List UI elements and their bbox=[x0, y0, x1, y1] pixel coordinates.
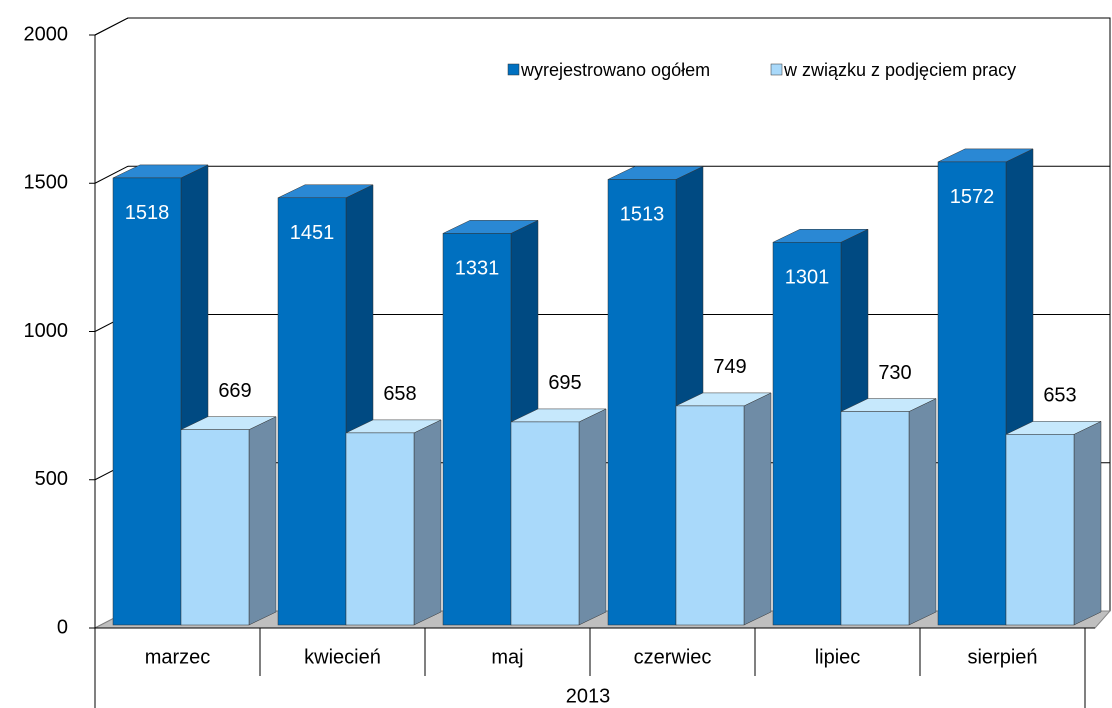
bar-side bbox=[743, 392, 772, 626]
legend-label: w związku z podjęciem pracy bbox=[783, 60, 1016, 80]
data-label: 749 bbox=[713, 356, 746, 378]
data-label: 1301 bbox=[785, 267, 830, 289]
legend-label: wyrejestrowano ogółem bbox=[520, 60, 710, 80]
data-label: 1513 bbox=[620, 204, 665, 226]
bar-side bbox=[248, 416, 277, 626]
bar bbox=[840, 411, 910, 626]
grid-line bbox=[94, 17, 129, 36]
data-label: 695 bbox=[548, 372, 581, 394]
y-tick-label: 0 bbox=[57, 616, 68, 638]
data-label: 730 bbox=[878, 362, 911, 384]
bar bbox=[442, 233, 512, 626]
bar bbox=[772, 242, 842, 626]
bar bbox=[1005, 434, 1075, 626]
data-label: 1331 bbox=[455, 258, 500, 280]
x-tick-label: maj bbox=[491, 646, 523, 668]
bar-side bbox=[413, 419, 442, 626]
data-label: 669 bbox=[218, 380, 251, 402]
bar-side bbox=[908, 398, 937, 626]
x-tick-label: lipiec bbox=[815, 646, 861, 668]
bar bbox=[112, 177, 182, 626]
data-label: 658 bbox=[383, 383, 416, 405]
x-tick-label: czerwiec bbox=[634, 646, 712, 668]
bar bbox=[277, 197, 347, 626]
data-label: 653 bbox=[1043, 385, 1076, 407]
bar bbox=[345, 432, 415, 626]
x-group-label: 2013 bbox=[566, 685, 611, 707]
data-label: 1451 bbox=[290, 222, 335, 244]
bar bbox=[607, 179, 677, 626]
bar-side bbox=[578, 408, 607, 626]
legend-swatch bbox=[770, 63, 783, 76]
y-tick-label: 1500 bbox=[24, 172, 69, 194]
x-tick-label: sierpień bbox=[967, 646, 1037, 668]
y-tick-label: 500 bbox=[35, 468, 68, 490]
data-label: 1572 bbox=[950, 186, 995, 208]
x-tick-label: kwiecień bbox=[304, 646, 381, 668]
bar bbox=[180, 429, 250, 626]
bar bbox=[937, 161, 1007, 626]
data-label: 1518 bbox=[125, 202, 170, 224]
x-tick-label: marzec bbox=[145, 646, 211, 668]
bar bbox=[675, 405, 745, 626]
bar-side bbox=[1073, 420, 1102, 626]
y-tick-label: 1000 bbox=[24, 320, 69, 342]
legend-swatch bbox=[507, 63, 520, 76]
y-tick-label: 2000 bbox=[24, 23, 69, 45]
bar bbox=[510, 421, 580, 626]
grid-line bbox=[94, 165, 129, 184]
